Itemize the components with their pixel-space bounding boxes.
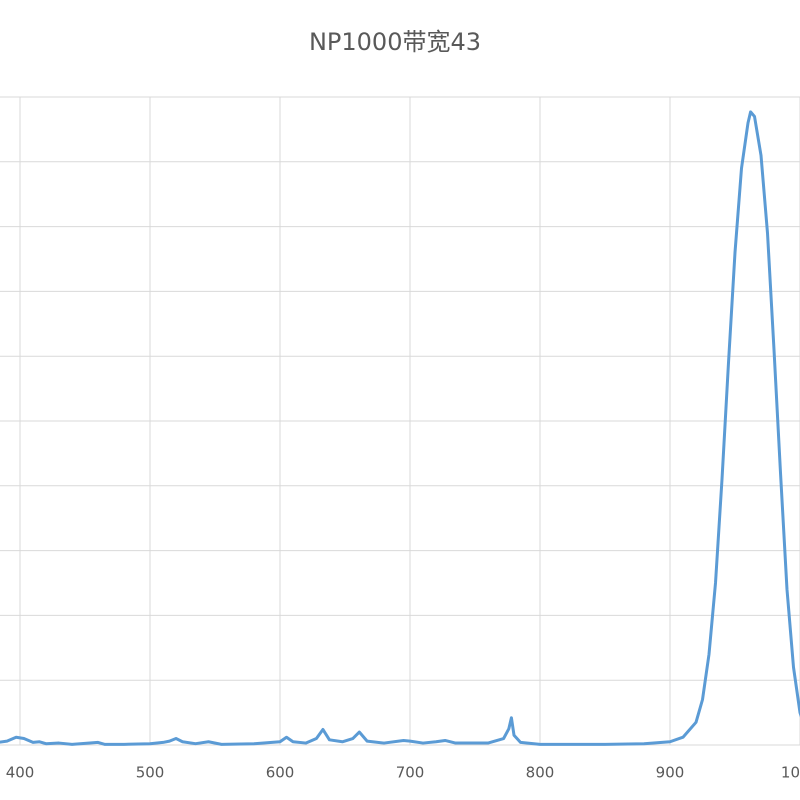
chart-title: NP1000带宽43 [309,28,481,56]
x-tick-label: 900 [656,764,685,782]
x-tick-label: 700 [396,764,425,782]
x-tick-label: 600 [266,764,295,782]
line-series [0,110,800,746]
x-tick-label: 400 [6,764,35,782]
x-tick-label: 800 [526,764,555,782]
x-tick-label: 1000 [781,764,800,782]
x-tick-label: 500 [136,764,165,782]
